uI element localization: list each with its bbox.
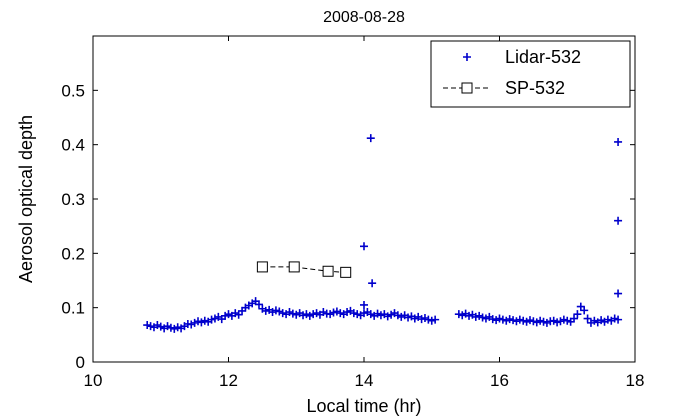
lidar-532-point bbox=[360, 242, 368, 251]
x-axis-title: Local time (hr) bbox=[306, 396, 421, 416]
legend-marker-sp bbox=[443, 82, 491, 94]
sp-532-point bbox=[288, 261, 300, 273]
x-tick-label: 10 bbox=[84, 371, 103, 390]
lidar-532-point bbox=[614, 289, 623, 298]
series-lidar-532 bbox=[143, 134, 623, 333]
y-axis-title: Aerosol optical depth bbox=[16, 115, 36, 283]
legend-lidar-plus bbox=[463, 53, 471, 61]
legend: Lidar-532 SP-532 bbox=[430, 40, 631, 108]
lidar-532-point bbox=[580, 306, 589, 315]
legend-box bbox=[430, 40, 631, 108]
sp-532-point bbox=[340, 266, 352, 278]
x-tick-label: 12 bbox=[219, 371, 238, 390]
sp-532-line bbox=[262, 266, 346, 273]
lidar-532-point bbox=[254, 300, 263, 309]
lidar-532-point bbox=[583, 314, 592, 323]
legend-label-sp: SP-532 bbox=[505, 78, 565, 98]
legend-label-lidar: Lidar-532 bbox=[505, 47, 581, 67]
y-tick-label: 0 bbox=[76, 353, 85, 372]
y-tick-label: 0.3 bbox=[61, 190, 85, 209]
x-tick-label: 14 bbox=[355, 371, 374, 390]
lidar-532-point bbox=[573, 310, 582, 319]
lidar-532-point bbox=[614, 216, 623, 225]
x-tick-label: 16 bbox=[490, 371, 509, 390]
lidar-532-point bbox=[368, 279, 377, 288]
y-tick-label: 0.4 bbox=[61, 136, 85, 155]
y-tick-label: 0.5 bbox=[61, 81, 85, 100]
legend-sp-square bbox=[461, 82, 473, 94]
y-tick-label: 0.2 bbox=[61, 244, 85, 263]
lidar-532-point bbox=[360, 300, 368, 309]
legend-marker-lidar bbox=[463, 53, 471, 61]
lidar-532-point bbox=[570, 314, 579, 323]
lidar-532-point bbox=[431, 315, 440, 324]
sp-532-point bbox=[256, 261, 268, 273]
x-tick-label: 18 bbox=[626, 371, 645, 390]
lidar-532-point bbox=[614, 315, 623, 324]
chart-title: 2008-08-28 bbox=[323, 9, 405, 26]
lidar-532-point bbox=[614, 137, 623, 146]
lidar-532-point bbox=[366, 134, 375, 143]
y-tick-label: 0.1 bbox=[61, 299, 85, 318]
sp-532-point bbox=[322, 265, 334, 277]
series-sp-532 bbox=[256, 261, 352, 278]
